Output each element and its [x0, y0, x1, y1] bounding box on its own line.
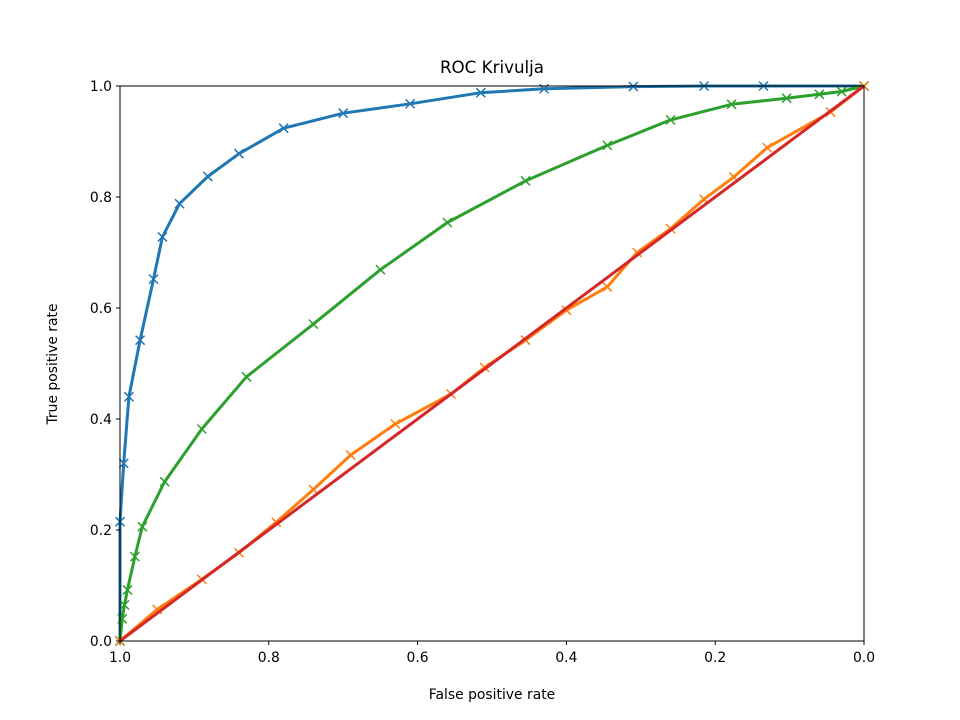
series-blue-point — [338, 108, 349, 119]
series-green-line — [118, 84, 865, 642]
y-axis-label: True positive rate — [45, 303, 61, 425]
series-green-point — [241, 371, 252, 382]
y-axis: 0.0 0.2 0.4 0.6 0.8 1.0 — [90, 79, 120, 650]
series-green-point — [814, 89, 825, 100]
series-green-point — [159, 476, 170, 487]
y-tick-label: 0.2 — [90, 523, 112, 539]
series-green-point — [781, 93, 792, 104]
series-green-point — [442, 217, 453, 228]
y-tick-label: 0.4 — [90, 412, 112, 428]
x-axis-label: False positive rate — [429, 687, 555, 703]
series-orange-point — [308, 484, 319, 495]
series-green-point — [520, 175, 531, 186]
y-tick-label: 0.8 — [90, 190, 112, 206]
series-orange-point — [632, 247, 643, 258]
series-blue-point — [234, 148, 245, 159]
series-green-point — [137, 521, 148, 532]
series-green-point — [122, 584, 133, 595]
series-blue-point — [278, 123, 289, 134]
x-axis: 1.0 0.8 0.6 0.4 0.2 0.0 — [109, 641, 875, 666]
x-tick-label: 0.0 — [853, 650, 875, 666]
series-green-point — [836, 86, 847, 97]
series-green-point — [665, 114, 676, 125]
series-blue-point — [135, 335, 146, 346]
series-orange-point — [390, 418, 401, 430]
series-green-point — [129, 551, 140, 562]
chart-title: ROC Krivulja — [440, 57, 544, 77]
series-blue-point — [157, 231, 168, 242]
series-green-point — [308, 319, 319, 330]
series-green-point — [196, 423, 207, 435]
series-blue-point — [628, 81, 639, 92]
series-blue-point — [405, 98, 416, 109]
x-tick-label: 1.0 — [109, 650, 131, 666]
series-green — [114, 80, 870, 647]
y-tick-label: 1.0 — [90, 79, 112, 95]
x-tick-label: 0.8 — [258, 650, 280, 666]
axes-frame — [119, 85, 865, 642]
series-green-point — [726, 99, 737, 110]
series-green-point — [117, 613, 128, 624]
series-green-point — [375, 264, 386, 275]
series-blue-point — [123, 391, 134, 402]
x-tick-label: 0.4 — [555, 650, 577, 666]
y-tick-label: 0.6 — [90, 301, 112, 317]
series-green-point — [602, 140, 613, 151]
series-orange-point — [762, 142, 773, 153]
series-red — [119, 84, 865, 643]
series-orange-point — [602, 281, 613, 292]
series-blue-point — [202, 171, 213, 182]
series-blue-point — [475, 87, 486, 98]
x-tick-label: 0.2 — [704, 650, 726, 666]
plot-area — [114, 80, 870, 647]
series-green-point — [119, 599, 130, 610]
series-blue-point — [148, 274, 159, 285]
x-tick-label: 0.6 — [407, 650, 429, 666]
series-blue-point — [174, 198, 185, 209]
series-orange-point — [345, 450, 356, 461]
y-tick-label: 0.0 — [90, 634, 112, 650]
series-blue-point — [118, 458, 129, 469]
series-red-line — [119, 84, 865, 643]
